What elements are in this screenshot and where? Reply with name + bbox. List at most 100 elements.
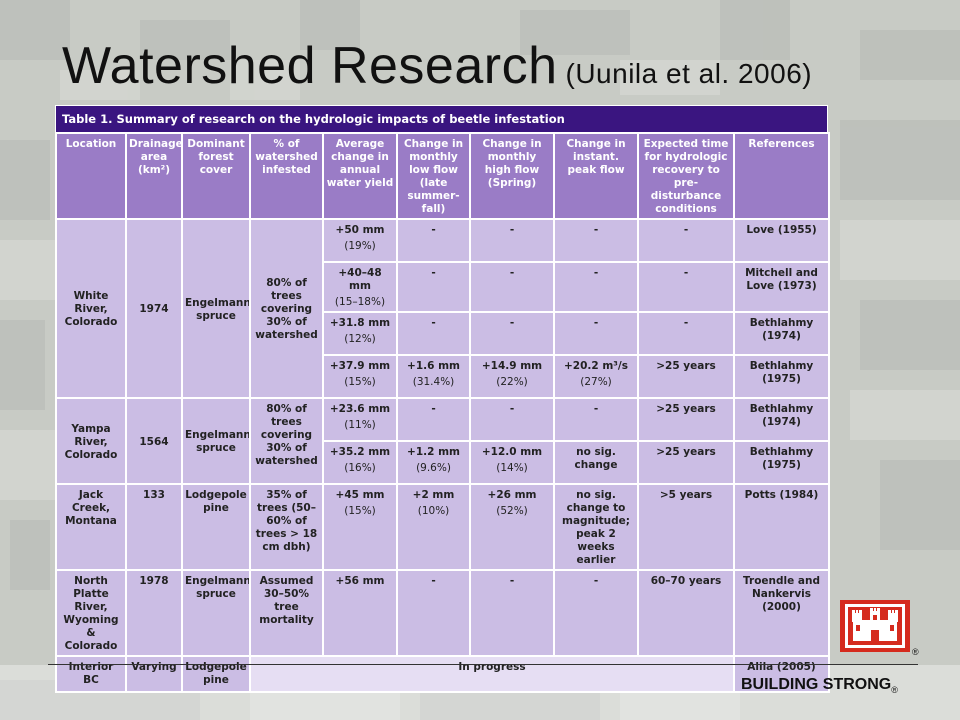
slide-title-text: Watershed Research <box>62 37 558 95</box>
table-row: +37.9 mm (15%) +1.6 mm (31.4%) +14.9 mm (22… <box>56 354 830 399</box>
cell-location: White River, Colorado <box>55 218 127 399</box>
cell-low-flow: +2 mm (10%) <box>396 483 471 571</box>
low-flow-pct: (9.6%) <box>416 462 451 474</box>
footer-divider <box>48 664 918 665</box>
cell-recovery: 60–70 years <box>637 569 735 657</box>
low-flow-pct: (10%) <box>417 505 450 517</box>
high-flow-value: +26 mm <box>487 489 537 501</box>
cell-low-flow: - <box>396 311 471 356</box>
table-caption: Table 1. Summary of research on the hydr… <box>55 105 828 132</box>
cell-location: Interior BC <box>55 655 127 693</box>
yield-value: +50 mm <box>335 224 385 236</box>
table-row: North Platte River, Wyoming & Colorado 1… <box>55 569 830 657</box>
cell-area: 1978 <box>125 569 183 657</box>
table-row: Jack Creek, Montana 133 Lodgepole pine 3… <box>55 483 830 571</box>
cell-yield: +37.9 mm (15%) <box>322 354 398 399</box>
peak-flow-pct: (27%) <box>580 376 612 388</box>
yield-pct: (19%) <box>344 240 376 252</box>
table-row: Yampa River, Colorado 1564 Engelmann spr… <box>55 397 830 485</box>
cell-in-progress: In progress <box>249 655 735 693</box>
low-flow-pct: (31.4%) <box>412 376 455 388</box>
cell-peak-flow: no sig. change <box>553 440 639 485</box>
cell-reference: Bethlahmy (1975) <box>733 440 830 485</box>
castle-logo-icon <box>840 600 910 652</box>
table-row: Interior BC Varying Lodgepole pine In pr… <box>55 655 830 693</box>
cell-peak-flow: - <box>553 261 639 313</box>
cell-cover: Engelmann spruce <box>181 218 251 399</box>
cell-cover: Lodgepole pine <box>181 483 251 571</box>
peak-flow-value: +20.2 m³/s <box>564 360 628 372</box>
header-references: References <box>733 132 830 220</box>
cell-recovery: - <box>637 261 735 313</box>
cell-reference: Mitchell and Love (1973) <box>733 261 830 313</box>
table-header-row: Location Drainage area (km²) Dominant fo… <box>55 132 830 220</box>
cell-area: 1564 <box>125 397 183 485</box>
cell-reference: Bethlahmy (1974) <box>733 397 830 442</box>
cell-yield: +45 mm (15%) <box>322 483 398 571</box>
cell-reference: Bethlahmy (1975) <box>733 354 830 399</box>
cell-peak-flow: - <box>553 311 639 356</box>
cell-reference: Bethlahmy (1974) <box>733 311 830 356</box>
cell-area: 133 <box>125 483 183 571</box>
low-flow-value: +2 mm <box>412 489 455 501</box>
high-flow-pct: (22%) <box>496 376 528 388</box>
yield-value: +40–48 mm <box>338 267 382 292</box>
header-location: Location <box>55 132 127 220</box>
cell-low-flow: - <box>396 218 471 263</box>
high-flow-value: +14.9 mm <box>481 360 543 372</box>
yield-value: +23.6 mm <box>329 403 391 415</box>
yield-pct: (15–18%) <box>334 296 386 308</box>
cell-yield: +50 mm (19%) <box>322 218 398 263</box>
logo-registered-mark: ® <box>912 647 919 657</box>
cell-yield: +31.8 mm (12%) <box>322 311 398 356</box>
high-flow-pct: (52%) <box>496 505 528 517</box>
cell-cover: Lodgepole pine <box>181 655 251 693</box>
low-flow-value: +1.6 mm <box>407 360 460 372</box>
cell-high-flow: - <box>469 261 555 313</box>
yield-value: +35.2 mm <box>329 446 391 458</box>
cell-yield: +23.6 mm (11%) <box>322 397 398 442</box>
header-infested: % of watershed infested <box>249 132 324 220</box>
cell-high-flow: +12.0 mm (14%) <box>469 440 555 485</box>
cell-infested: Assumed 30–50% tree mortality <box>249 569 324 657</box>
cell-yield: +35.2 mm (16%) <box>322 440 398 485</box>
cell-peak-flow: no sig. change to magnitude; peak 2 week… <box>553 483 639 571</box>
table-row: +35.2 mm (16%) +1.2 mm (9.6%) +12.0 mm (14%… <box>56 440 830 485</box>
cell-high-flow: - <box>469 397 555 442</box>
cell-location: Jack Creek, Montana <box>55 483 127 571</box>
cell-infested: 80% of trees covering 30% of watershed <box>249 218 324 399</box>
cell-recovery: - <box>637 311 735 356</box>
cell-reference: Love (1955) <box>733 218 830 263</box>
cell-high-flow: - <box>469 218 555 263</box>
cell-recovery: >5 years <box>637 483 735 571</box>
footer-registered-mark: ® <box>891 685 898 696</box>
cell-low-flow: - <box>396 569 471 657</box>
cell-high-flow: +26 mm (52%) <box>469 483 555 571</box>
yield-value: +31.8 mm <box>329 317 391 329</box>
cell-high-flow: - <box>469 569 555 657</box>
cell-cover: Engelmann spruce <box>181 397 251 485</box>
header-forest-cover: Dominant forest cover <box>181 132 251 220</box>
cell-yield: +56 mm <box>322 569 398 657</box>
cell-infested: 35% of trees (50–60% of trees > 18 cm db… <box>249 483 324 571</box>
table-row: +40–48 mm (15–18%) - - - - Mitchell and L… <box>56 261 830 313</box>
high-flow-pct: (14%) <box>496 462 528 474</box>
cell-recovery: - <box>637 218 735 263</box>
cell-area: 1974 <box>125 218 183 399</box>
cell-reference: Troendle and Nankervis (2000) <box>733 569 830 657</box>
cell-low-flow: - <box>396 397 471 442</box>
cell-yield: +40–48 mm (15–18%) <box>322 261 398 313</box>
cell-high-flow: +14.9 mm (22%) <box>469 354 555 399</box>
footer-tagline: BUILDING STRONG® <box>741 676 898 695</box>
cell-low-flow: - <box>396 261 471 313</box>
header-high-flow: Change in monthly high flow (Spring) <box>469 132 555 220</box>
cell-area: Varying <box>125 655 183 693</box>
cell-recovery: >25 years <box>637 354 735 399</box>
cell-high-flow: - <box>469 311 555 356</box>
yield-pct: (12%) <box>344 333 376 345</box>
yield-pct: (11%) <box>344 419 376 431</box>
header-recovery: Expected time for hydrologic recovery to… <box>637 132 735 220</box>
cell-recovery: >25 years <box>637 397 735 442</box>
yield-pct: (16%) <box>344 462 376 474</box>
cell-reference: Potts (1984) <box>733 483 830 571</box>
